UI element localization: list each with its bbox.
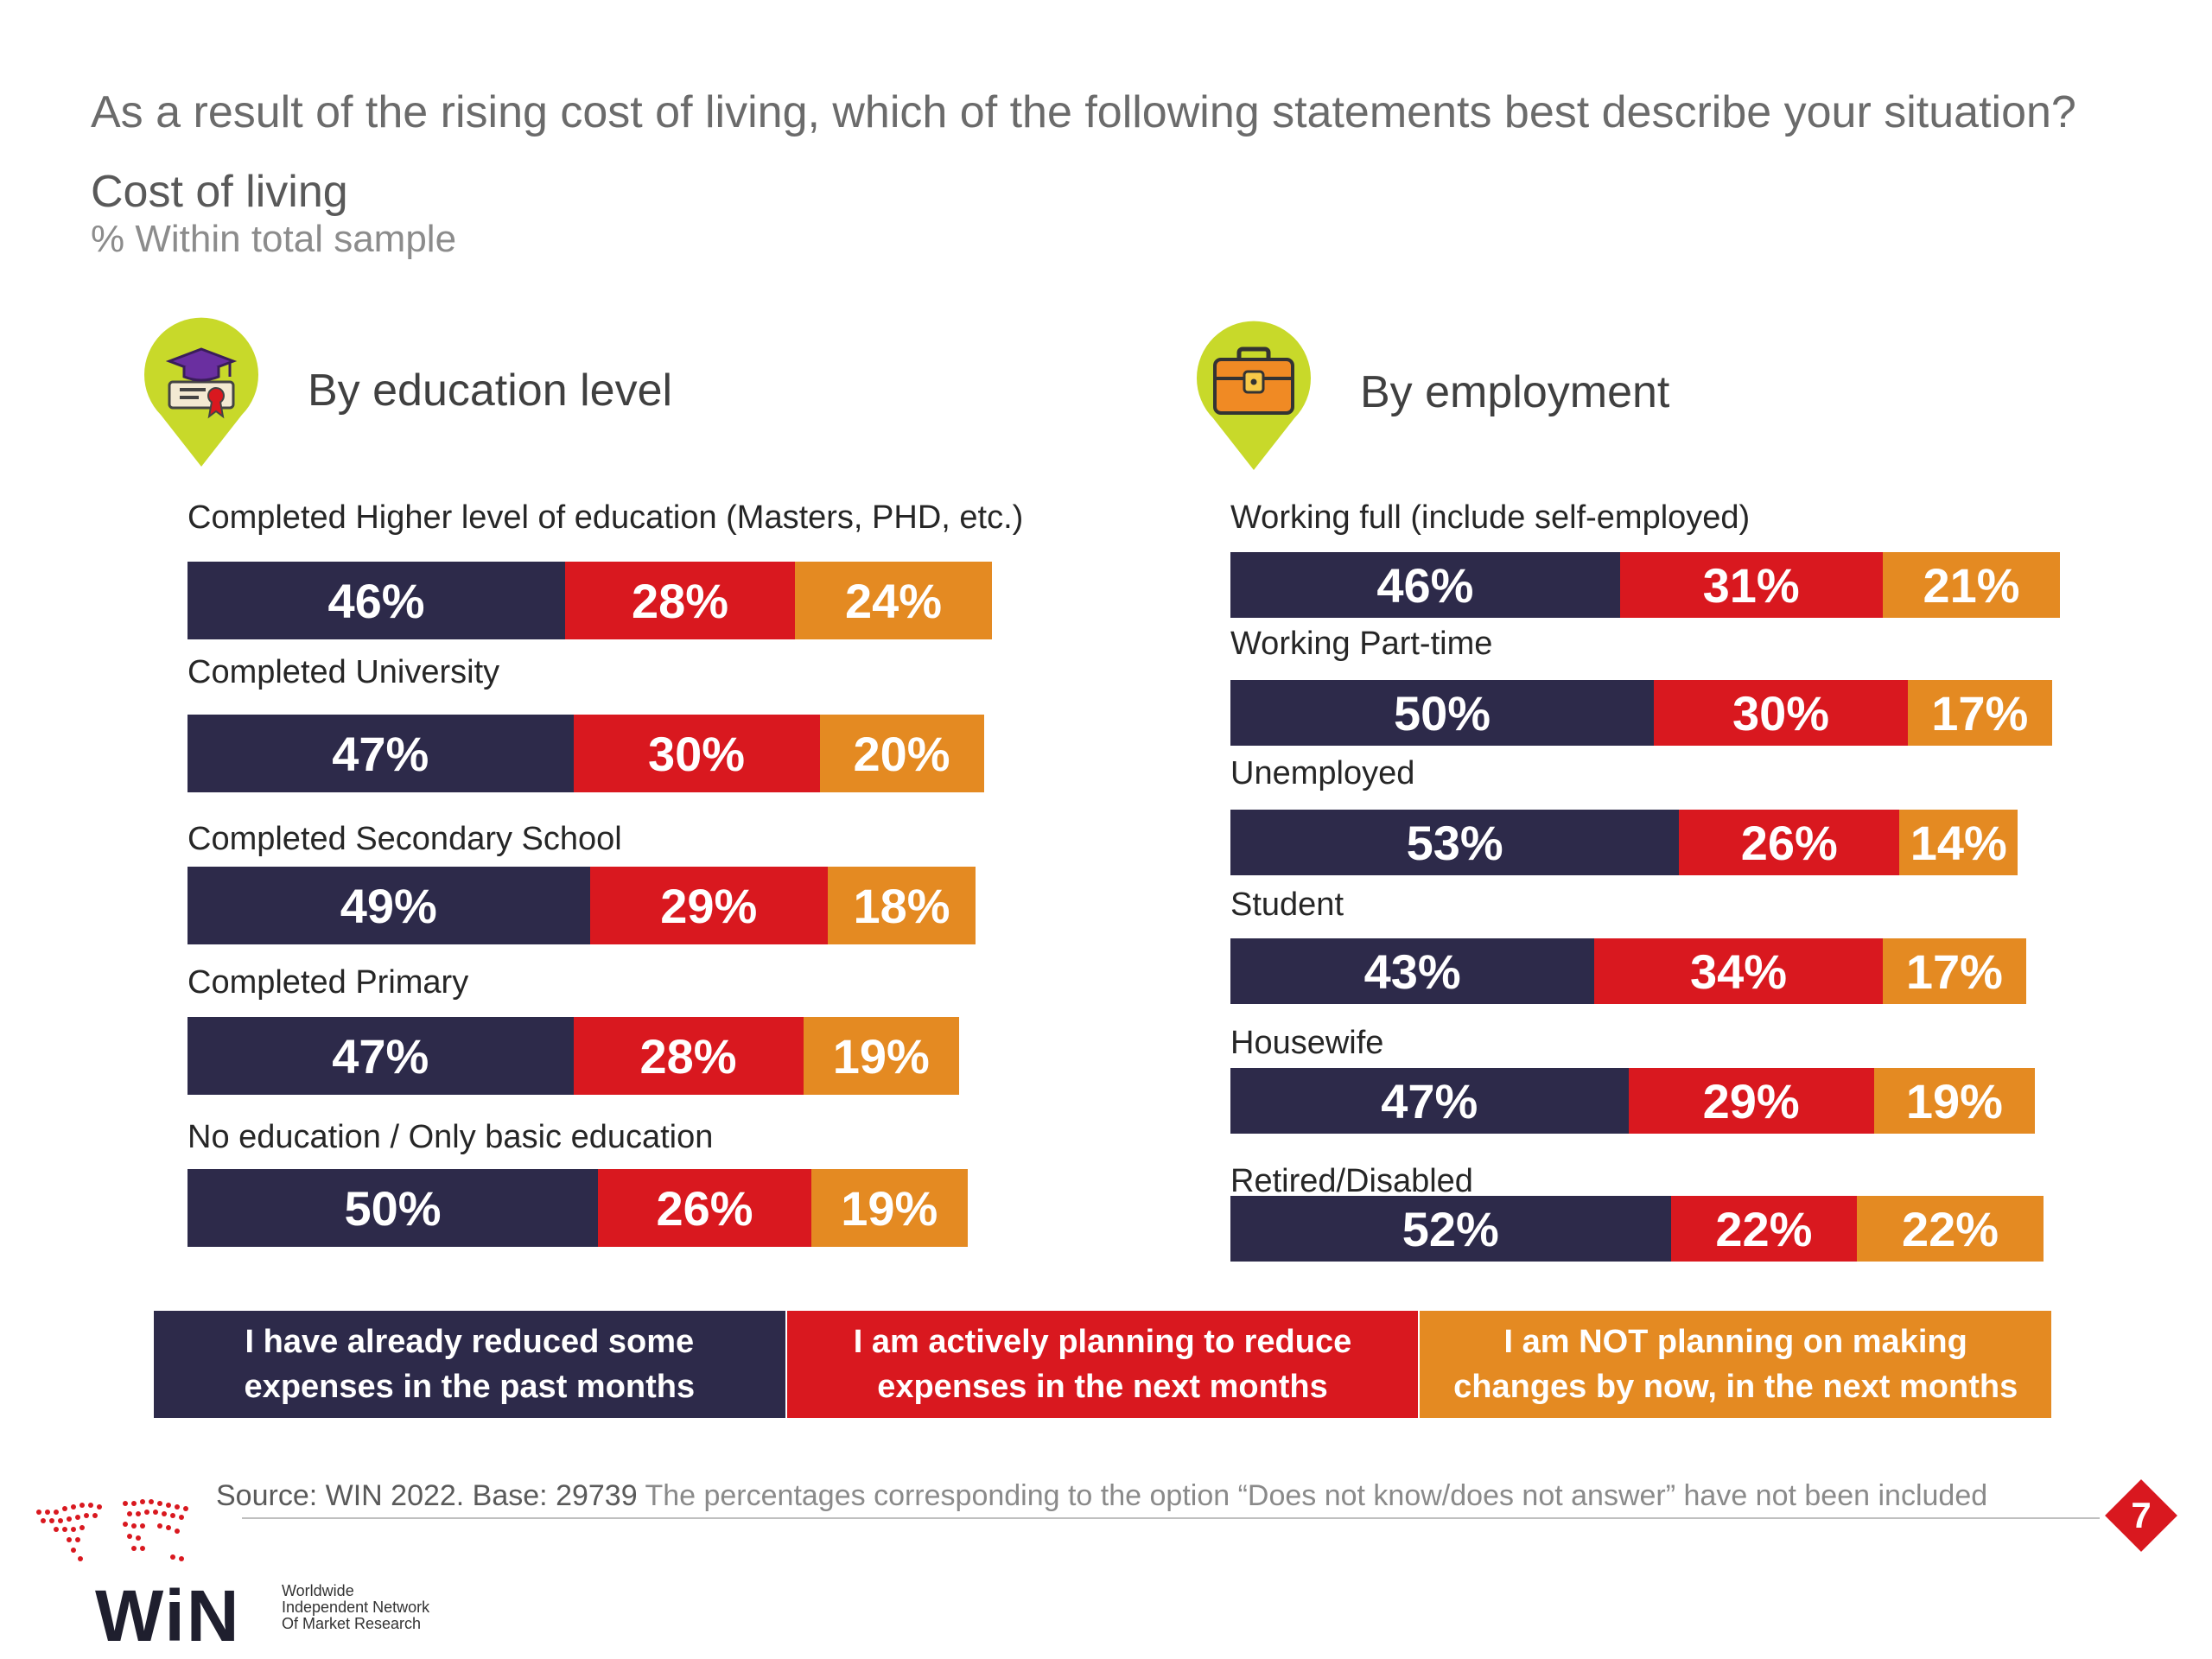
employment-row-label: Unemployed — [1230, 755, 1415, 791]
employment-bar-segment: 29% — [1628, 1068, 1874, 1134]
employment-row-label: Working Part-time — [1230, 626, 1493, 662]
employment-row-label: Housewife — [1230, 1025, 1384, 1061]
employment-stacked-bar: 47% 29% 19% — [1230, 1068, 2035, 1134]
education-bar-segment: 24% — [795, 562, 992, 639]
education-row-label: Completed Higher level of education (Mas… — [188, 499, 1024, 536]
source-disclaimer: The percentages corresponding to the opt… — [637, 1479, 1988, 1512]
employment-bar-segment: 43% — [1230, 938, 1595, 1004]
legend-item-reduced: I have already reduced some expenses in … — [154, 1311, 787, 1418]
source-prefix: Source: WIN 2022. Base: 29739 — [216, 1479, 638, 1512]
employment-bar-segment: 34% — [1594, 938, 1883, 1004]
education-bar-segment: 29% — [589, 867, 828, 944]
employment-bar-segment: 19% — [1873, 1068, 2035, 1134]
source-divider — [242, 1517, 2100, 1519]
page-number: 7 — [2131, 1495, 2152, 1535]
employment-row-label: Student — [1230, 887, 1344, 923]
graduation-cap-diploma-icon — [137, 313, 266, 468]
employment-bar-segment: 17% — [1882, 938, 2027, 1004]
employment-bar-segment: 52% — [1230, 1196, 1671, 1262]
world-map-dots-icon — [36, 1499, 188, 1561]
legend-item-planning: I am actively planning to reduce expense… — [786, 1311, 1421, 1418]
employment-row-label: Working full (include self-employed) — [1230, 499, 1751, 536]
education-row-label: Completed Secondary School — [188, 821, 622, 857]
education-bar-segment: 46% — [188, 562, 565, 639]
employment-bar-segment: 26% — [1679, 810, 1900, 875]
education-bar-segment: 26% — [598, 1169, 811, 1247]
employment-stacked-bar: 43% 34% 17% — [1230, 938, 2027, 1004]
page-badge-icon — [2101, 1476, 2181, 1555]
education-bar-segment: 28% — [573, 1017, 804, 1095]
employment-bar-segment: 30% — [1654, 680, 1908, 746]
briefcase-icon — [1189, 316, 1319, 472]
employment-bar-segment: 22% — [1670, 1196, 1858, 1262]
education-row-label: No education / Only basic education — [188, 1119, 714, 1155]
employment-bar-segment: 22% — [1857, 1196, 2044, 1262]
education-bar-segment: 19% — [803, 1017, 959, 1095]
legend-item-not-planning: I am NOT planning on making changes by n… — [1420, 1311, 2052, 1418]
employment-bar-segment: 14% — [1899, 810, 2018, 875]
employment-stacked-bar: 46% 31% 21% — [1230, 552, 2061, 618]
education-row-label: Completed University — [188, 654, 500, 690]
education-bar-segment: 47% — [188, 1017, 574, 1095]
education-stacked-bar: 49% 29% 18% — [188, 867, 976, 944]
education-bar-segment: 50% — [188, 1169, 598, 1247]
legend: I have already reduced some expenses in … — [154, 1311, 2052, 1418]
source-note: Source: WIN 2022. Base: 29739 The percen… — [216, 1479, 1987, 1513]
employment-panel-title: By employment — [1360, 367, 1670, 417]
employment-stacked-bar: 53% 26% 14% — [1230, 810, 2018, 875]
employment-chart: Working full (include self-employed) 46% 3… — [1230, 499, 2061, 1262]
education-bar-segment: 30% — [573, 715, 820, 792]
employment-bar-segment: 17% — [1908, 680, 2052, 746]
employment-stacked-bar: 50% 30% 17% — [1230, 680, 2052, 746]
education-bar-segment: 47% — [188, 715, 574, 792]
win-logo-wordmark: WiN — [95, 1575, 241, 1656]
employment-bar-segment: 47% — [1230, 1068, 1629, 1134]
education-stacked-bar: 46% 28% 24% — [188, 562, 992, 639]
employment-bar-segment: 50% — [1230, 680, 1654, 746]
education-stacked-bar: 50% 26% 19% — [188, 1169, 968, 1247]
employment-bar-segment: 53% — [1230, 810, 1680, 875]
education-bar-segment: 28% — [565, 562, 795, 639]
employment-row-label: Retired/Disabled — [1230, 1163, 1473, 1199]
employment-bar-segment: 46% — [1230, 552, 1620, 618]
employment-bar-segment: 21% — [1882, 552, 2061, 618]
education-bar-segment: 20% — [819, 715, 984, 792]
education-bar-segment: 19% — [811, 1169, 968, 1247]
win-logo-tagline: Worldwide Independent Network Of Market … — [282, 1582, 430, 1632]
chart-subtitle: Cost of living — [91, 167, 348, 217]
education-panel-title: By education level — [308, 365, 673, 416]
education-stacked-bar: 47% 28% 19% — [188, 1017, 959, 1095]
education-bar-segment: 18% — [828, 867, 976, 944]
education-stacked-bar: 47% 30% 20% — [188, 715, 984, 792]
chart-subnote: % Within total sample — [91, 218, 457, 260]
question-text: As a result of the rising cost of living… — [91, 87, 2076, 137]
education-bar-segment: 49% — [188, 867, 590, 944]
education-chart: Completed Higher level of education (Mas… — [188, 499, 1024, 1247]
employment-stacked-bar: 52% 22% 22% — [1230, 1196, 2044, 1262]
education-row-label: Completed Primary — [188, 964, 469, 1001]
employment-bar-segment: 31% — [1619, 552, 1883, 618]
